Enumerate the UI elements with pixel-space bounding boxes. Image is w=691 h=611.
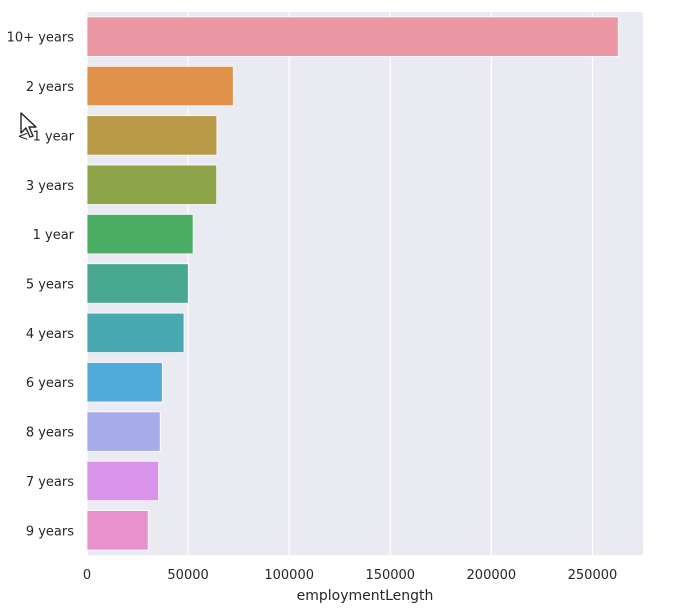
bar-6-years bbox=[86, 362, 163, 403]
x-tick-label: 50000 bbox=[167, 568, 208, 583]
y-tick-label: 9 years bbox=[26, 524, 74, 539]
x-tick-labels: 0 50000 100000 150000 200000 250000 bbox=[83, 568, 617, 583]
bar-2-years bbox=[86, 65, 234, 107]
arrow-pointer-icon bbox=[20, 112, 37, 138]
bar-10-years bbox=[86, 16, 619, 57]
bar-4-years bbox=[86, 312, 185, 354]
y-tick-label: 10+ years bbox=[7, 31, 75, 46]
bar-1-year bbox=[86, 213, 194, 255]
bar-8-years bbox=[86, 411, 161, 452]
bar-9-years bbox=[86, 510, 149, 551]
y-tick-label: 1 year bbox=[33, 228, 75, 243]
x-axis-title: employmentLength bbox=[297, 588, 434, 604]
y-tick-label: 3 years bbox=[26, 179, 74, 194]
x-tick-label: 200000 bbox=[467, 568, 517, 583]
y-tick-label: 2 years bbox=[26, 80, 74, 95]
bars bbox=[86, 16, 619, 551]
y-tick-label: 8 years bbox=[26, 426, 74, 441]
bar-1-year bbox=[86, 115, 218, 156]
y-tick-label: 4 years bbox=[26, 327, 74, 342]
bar-5-years bbox=[86, 263, 189, 304]
y-tick-label: 7 years bbox=[26, 475, 74, 490]
x-tick-label: 100000 bbox=[264, 568, 314, 583]
x-tick-label: 150000 bbox=[365, 568, 415, 583]
y-tick-label: 6 years bbox=[26, 376, 74, 391]
x-tick-label: 250000 bbox=[568, 568, 618, 583]
y-tick-label: 5 years bbox=[26, 278, 74, 293]
bar-3-years bbox=[86, 164, 218, 205]
bar-7-years bbox=[86, 460, 159, 502]
x-tick-label: 0 bbox=[83, 568, 91, 583]
